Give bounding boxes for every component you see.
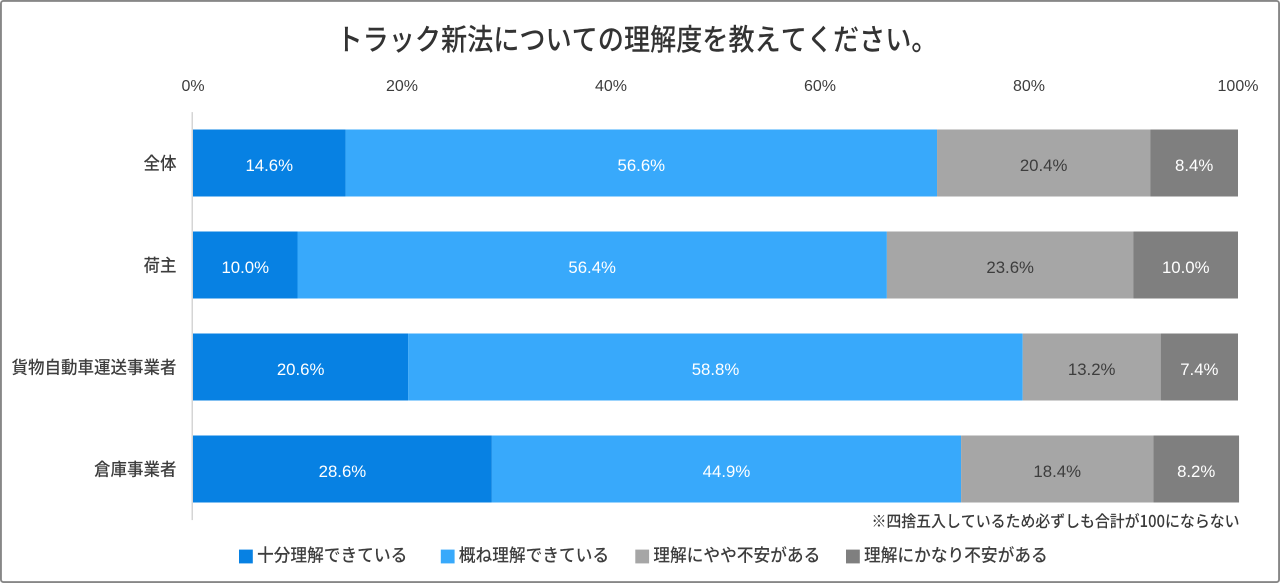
svg-text:8.4%: 8.4% <box>1175 156 1213 175</box>
svg-text:56.6%: 56.6% <box>618 156 666 175</box>
svg-text:0%: 0% <box>181 78 204 95</box>
svg-text:60%: 60% <box>804 78 836 95</box>
svg-text:56.4%: 56.4% <box>568 258 616 277</box>
svg-text:18.4%: 18.4% <box>1033 462 1081 481</box>
svg-text:14.6%: 14.6% <box>245 156 293 175</box>
svg-text:40%: 40% <box>595 78 627 95</box>
svg-text:44.9%: 44.9% <box>703 462 751 481</box>
svg-text:10.0%: 10.0% <box>1162 258 1210 277</box>
svg-text:7.4%: 7.4% <box>1180 360 1218 379</box>
svg-text:80%: 80% <box>1013 78 1045 95</box>
svg-text:20%: 20% <box>386 78 418 95</box>
svg-text:23.6%: 23.6% <box>986 258 1034 277</box>
svg-text:8.2%: 8.2% <box>1177 462 1215 481</box>
svg-text:20.6%: 20.6% <box>277 360 325 379</box>
svg-text:58.8%: 58.8% <box>692 360 740 379</box>
svg-text:28.6%: 28.6% <box>319 462 367 481</box>
svg-text:13.2%: 13.2% <box>1068 360 1116 379</box>
svg-text:10.0%: 10.0% <box>221 258 269 277</box>
svg-text:20.4%: 20.4% <box>1020 156 1068 175</box>
svg-text:100%: 100% <box>1218 78 1259 95</box>
